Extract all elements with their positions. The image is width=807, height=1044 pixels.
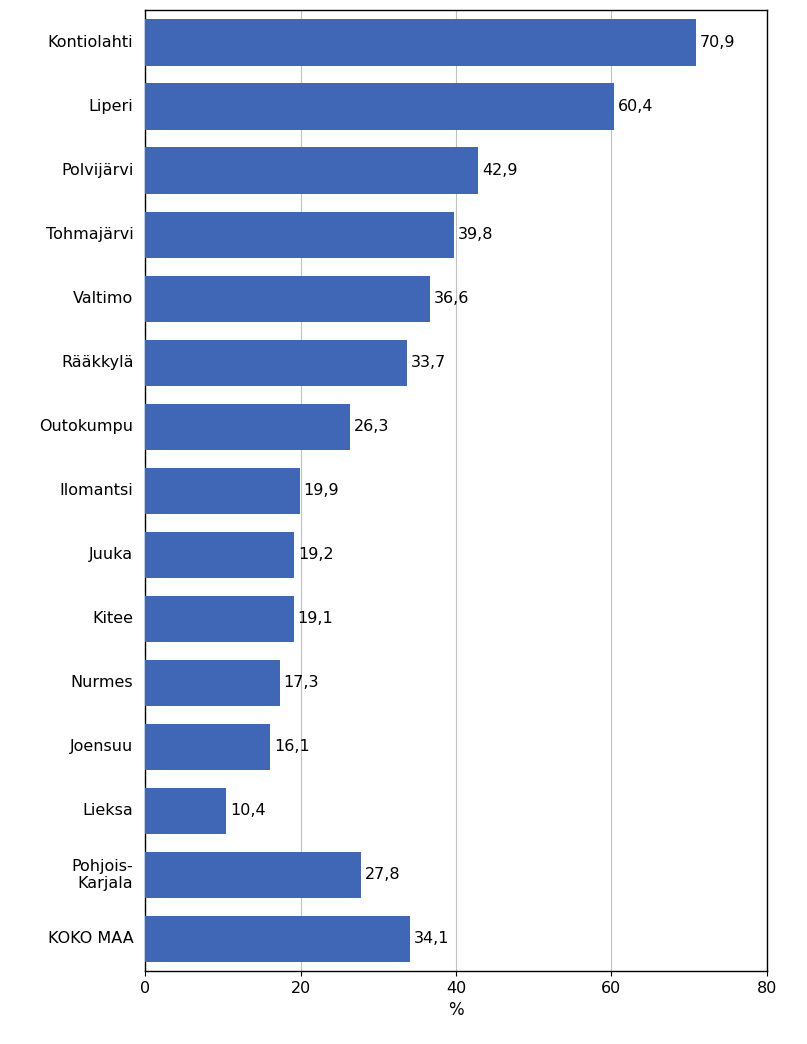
Bar [145,339,407,385]
Text: 70,9: 70,9 [700,34,735,50]
Text: 19,2: 19,2 [299,547,334,563]
Bar [145,596,294,642]
Bar [145,660,280,706]
X-axis label: %: % [448,1001,464,1019]
Bar [145,531,295,577]
Bar [145,723,270,769]
Bar [145,147,479,193]
Bar [145,468,300,514]
Text: 19,1: 19,1 [298,611,333,626]
Bar [145,404,349,450]
Bar [145,276,429,322]
Text: 33,7: 33,7 [411,355,446,371]
Bar [145,852,362,898]
Text: 36,6: 36,6 [433,291,469,306]
Text: 60,4: 60,4 [618,99,654,114]
Bar [145,20,696,66]
Bar [145,916,410,962]
Text: 19,9: 19,9 [303,483,339,498]
Text: 27,8: 27,8 [365,868,401,882]
Text: 42,9: 42,9 [483,163,518,179]
Text: 10,4: 10,4 [230,803,266,818]
Text: 26,3: 26,3 [353,419,389,434]
Bar [145,788,226,834]
Text: 34,1: 34,1 [414,931,449,947]
Text: 16,1: 16,1 [274,739,310,755]
Bar [145,212,454,258]
Bar [145,84,614,129]
Text: 39,8: 39,8 [458,227,494,242]
Text: 17,3: 17,3 [283,675,319,690]
